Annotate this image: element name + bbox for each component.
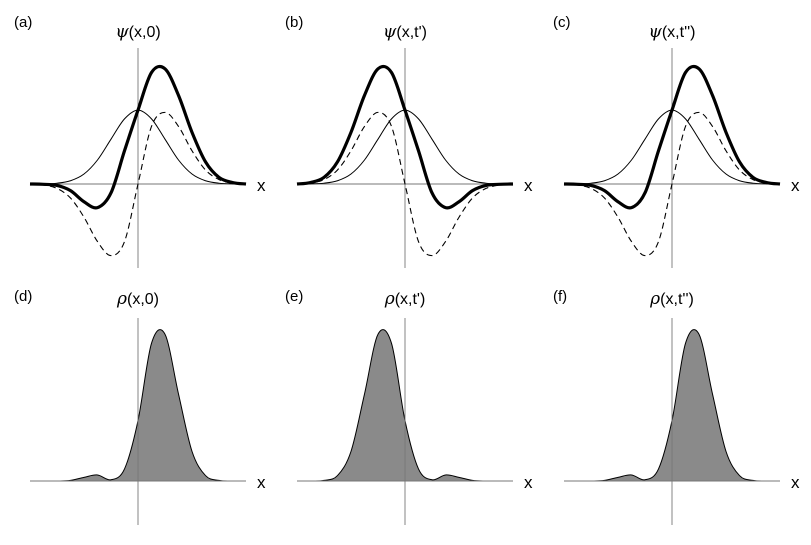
panel-a: (a) ψ(x,0) x	[14, 14, 266, 268]
title-symbol: ψ	[383, 22, 397, 42]
panel-b: (b) ψ(x,t') x	[285, 14, 533, 268]
panel-title: ψ(x,t')	[383, 22, 427, 42]
x-axis-label: x	[791, 176, 800, 195]
title-args: (x,t')	[396, 24, 427, 41]
panel-label: (e)	[285, 288, 303, 305]
panel-label: (f)	[553, 288, 567, 305]
title-args: (x,0)	[127, 291, 159, 308]
panel-title: ρ(x,t')	[384, 289, 426, 309]
series-thick-curve	[563, 64, 781, 210]
panel-title: ρ(x,0)	[116, 289, 159, 309]
series-thick-curve	[296, 64, 514, 210]
panel-title: ρ(x,t'')	[649, 289, 694, 309]
title-symbol: ψ	[115, 22, 129, 42]
title-symbol: ψ	[649, 22, 663, 42]
panel-title: ψ(x,t'')	[649, 22, 696, 42]
panel-d: (d) ρ(x,0) x	[14, 288, 266, 525]
panel-title: ψ(x,0)	[115, 22, 160, 42]
panel-label: (c)	[553, 14, 571, 31]
x-axis-label: x	[257, 473, 266, 492]
series-dashed-curve	[563, 111, 781, 257]
panel-c: (c) ψ(x,t'') x	[553, 14, 800, 268]
title-args: (x,0)	[129, 24, 161, 41]
title-symbol: ρ	[384, 289, 395, 309]
series-dashed-curve	[29, 111, 247, 257]
title-symbol: ρ	[649, 289, 660, 309]
series-thick-curve	[29, 64, 247, 210]
x-axis-label: x	[791, 473, 800, 492]
title-args: (x,t'')	[662, 24, 696, 41]
panel-f: (f) ρ(x,t'') x	[553, 288, 800, 525]
series-dashed-curve	[296, 111, 514, 257]
title-args: (x,t')	[395, 291, 426, 308]
x-axis-label: x	[257, 176, 266, 195]
x-axis-label: x	[524, 176, 533, 195]
x-axis-label: x	[524, 473, 533, 492]
panel-e: (e) ρ(x,t') x	[285, 288, 533, 525]
panel-label: (b)	[285, 14, 303, 31]
title-symbol: ρ	[116, 289, 127, 309]
title-args: (x,t'')	[660, 291, 694, 308]
panel-label: (a)	[14, 14, 32, 31]
panel-label: (d)	[14, 288, 32, 305]
